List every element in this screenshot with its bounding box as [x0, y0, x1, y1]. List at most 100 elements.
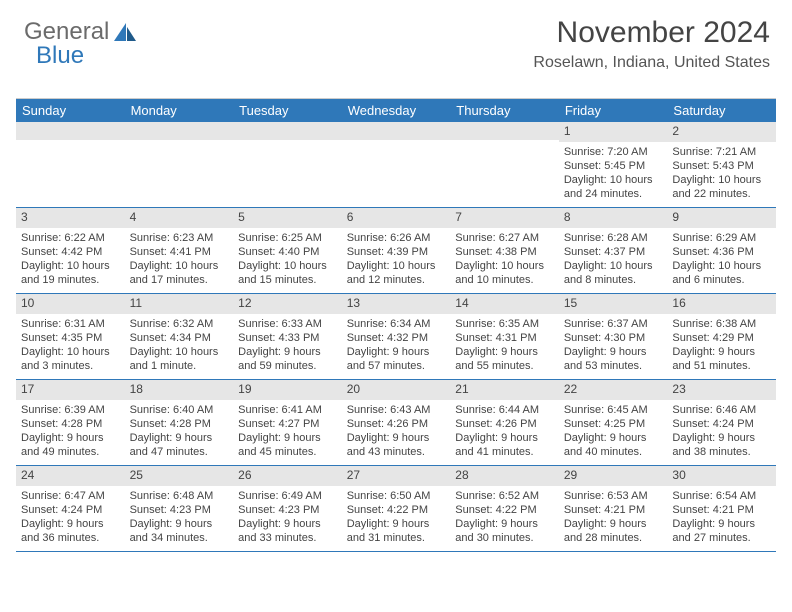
- sunset-text: Sunset: 5:43 PM: [672, 159, 771, 173]
- day-body: Sunrise: 6:26 AMSunset: 4:39 PMDaylight:…: [342, 228, 451, 293]
- day-body: Sunrise: 6:52 AMSunset: 4:22 PMDaylight:…: [450, 486, 559, 551]
- sunrise-text: Sunrise: 6:48 AM: [130, 489, 229, 503]
- sunrise-text: Sunrise: 6:45 AM: [564, 403, 663, 417]
- day-number: 6: [342, 208, 451, 228]
- sunset-text: Sunset: 4:31 PM: [455, 331, 554, 345]
- sunrise-text: Sunrise: 6:40 AM: [130, 403, 229, 417]
- day-body: Sunrise: 6:25 AMSunset: 4:40 PMDaylight:…: [233, 228, 342, 293]
- sunrise-text: Sunrise: 6:31 AM: [21, 317, 120, 331]
- sunset-text: Sunset: 4:29 PM: [672, 331, 771, 345]
- daylight-text: Daylight: 9 hours and 34 minutes.: [130, 517, 229, 546]
- daylight-text: Daylight: 9 hours and 57 minutes.: [347, 345, 446, 374]
- sunset-text: Sunset: 4:24 PM: [21, 503, 120, 517]
- calendar-cell: 1Sunrise: 7:20 AMSunset: 5:45 PMDaylight…: [559, 122, 668, 208]
- calendar-cell: 29Sunrise: 6:53 AMSunset: 4:21 PMDayligh…: [559, 466, 668, 552]
- sunrise-text: Sunrise: 6:41 AM: [238, 403, 337, 417]
- sunrise-text: Sunrise: 6:44 AM: [455, 403, 554, 417]
- day-number: 8: [559, 208, 668, 228]
- day-body: Sunrise: 6:44 AMSunset: 4:26 PMDaylight:…: [450, 400, 559, 465]
- sunrise-text: Sunrise: 6:46 AM: [672, 403, 771, 417]
- calendar-cell: 20Sunrise: 6:43 AMSunset: 4:26 PMDayligh…: [342, 380, 451, 466]
- day-body: Sunrise: 6:47 AMSunset: 4:24 PMDaylight:…: [16, 486, 125, 551]
- calendar-cell-empty: [233, 122, 342, 208]
- day-number: 3: [16, 208, 125, 228]
- day-number: 2: [667, 122, 776, 142]
- sunset-text: Sunset: 4:21 PM: [564, 503, 663, 517]
- sunset-text: Sunset: 4:26 PM: [455, 417, 554, 431]
- day-number: 28: [450, 466, 559, 486]
- sunrise-text: Sunrise: 6:52 AM: [455, 489, 554, 503]
- daylight-text: Daylight: 10 hours and 17 minutes.: [130, 259, 229, 288]
- calendar-cell: 19Sunrise: 6:41 AMSunset: 4:27 PMDayligh…: [233, 380, 342, 466]
- daylight-text: Daylight: 9 hours and 31 minutes.: [347, 517, 446, 546]
- daylight-text: Daylight: 10 hours and 3 minutes.: [21, 345, 120, 374]
- day-number: 25: [125, 466, 234, 486]
- calendar-cell: 2Sunrise: 7:21 AMSunset: 5:43 PMDaylight…: [667, 122, 776, 208]
- daylight-text: Daylight: 9 hours and 43 minutes.: [347, 431, 446, 460]
- day-body: Sunrise: 6:45 AMSunset: 4:25 PMDaylight:…: [559, 400, 668, 465]
- day-number: 19: [233, 380, 342, 400]
- calendar-cell: 27Sunrise: 6:50 AMSunset: 4:22 PMDayligh…: [342, 466, 451, 552]
- sunset-text: Sunset: 4:36 PM: [672, 245, 771, 259]
- day-body: Sunrise: 6:38 AMSunset: 4:29 PMDaylight:…: [667, 314, 776, 379]
- location-text: Roselawn, Indiana, United States: [533, 54, 770, 72]
- calendar-cell: 3Sunrise: 6:22 AMSunset: 4:42 PMDaylight…: [16, 208, 125, 294]
- calendar-cell: 15Sunrise: 6:37 AMSunset: 4:30 PMDayligh…: [559, 294, 668, 380]
- calendar-cell: 24Sunrise: 6:47 AMSunset: 4:24 PMDayligh…: [16, 466, 125, 552]
- day-body: Sunrise: 6:40 AMSunset: 4:28 PMDaylight:…: [125, 400, 234, 465]
- sunrise-text: Sunrise: 6:22 AM: [21, 231, 120, 245]
- logo-text-blue: Blue: [36, 42, 84, 70]
- day-number: 26: [233, 466, 342, 486]
- day-number: 14: [450, 294, 559, 314]
- calendar-grid: SundayMondayTuesdayWednesdayThursdayFrid…: [16, 98, 776, 552]
- header: November 2024 Roselawn, Indiana, United …: [533, 16, 770, 72]
- calendar-cell: 21Sunrise: 6:44 AMSunset: 4:26 PMDayligh…: [450, 380, 559, 466]
- calendar-cell: 22Sunrise: 6:45 AMSunset: 4:25 PMDayligh…: [559, 380, 668, 466]
- sunrise-text: Sunrise: 6:32 AM: [130, 317, 229, 331]
- day-number: 13: [342, 294, 451, 314]
- daylight-text: Daylight: 9 hours and 45 minutes.: [238, 431, 337, 460]
- daylight-text: Daylight: 9 hours and 41 minutes.: [455, 431, 554, 460]
- day-body: Sunrise: 7:21 AMSunset: 5:43 PMDaylight:…: [667, 142, 776, 207]
- daylight-text: Daylight: 10 hours and 22 minutes.: [672, 173, 771, 202]
- sunrise-text: Sunrise: 6:39 AM: [21, 403, 120, 417]
- sunrise-text: Sunrise: 6:54 AM: [672, 489, 771, 503]
- calendar-cell: 16Sunrise: 6:38 AMSunset: 4:29 PMDayligh…: [667, 294, 776, 380]
- sunset-text: Sunset: 4:37 PM: [564, 245, 663, 259]
- sunrise-text: Sunrise: 6:26 AM: [347, 231, 446, 245]
- sunset-text: Sunset: 4:23 PM: [238, 503, 337, 517]
- day-number: 10: [16, 294, 125, 314]
- day-body: Sunrise: 6:23 AMSunset: 4:41 PMDaylight:…: [125, 228, 234, 293]
- calendar-cell: 4Sunrise: 6:23 AMSunset: 4:41 PMDaylight…: [125, 208, 234, 294]
- day-number: [342, 122, 451, 140]
- sunrise-text: Sunrise: 6:28 AM: [564, 231, 663, 245]
- sunset-text: Sunset: 4:41 PM: [130, 245, 229, 259]
- calendar-cell-empty: [342, 122, 451, 208]
- daylight-text: Daylight: 9 hours and 30 minutes.: [455, 517, 554, 546]
- day-number: 16: [667, 294, 776, 314]
- daylight-text: Daylight: 9 hours and 51 minutes.: [672, 345, 771, 374]
- sunset-text: Sunset: 4:28 PM: [21, 417, 120, 431]
- day-body: Sunrise: 6:27 AMSunset: 4:38 PMDaylight:…: [450, 228, 559, 293]
- day-body: Sunrise: 6:34 AMSunset: 4:32 PMDaylight:…: [342, 314, 451, 379]
- day-body: Sunrise: 6:53 AMSunset: 4:21 PMDaylight:…: [559, 486, 668, 551]
- sunrise-text: Sunrise: 6:35 AM: [455, 317, 554, 331]
- daylight-text: Daylight: 9 hours and 36 minutes.: [21, 517, 120, 546]
- daylight-text: Daylight: 10 hours and 8 minutes.: [564, 259, 663, 288]
- sunset-text: Sunset: 4:35 PM: [21, 331, 120, 345]
- page-title: November 2024: [533, 16, 770, 50]
- day-of-week-header: Tuesday: [233, 99, 342, 122]
- sunrise-text: Sunrise: 6:34 AM: [347, 317, 446, 331]
- day-body: Sunrise: 6:50 AMSunset: 4:22 PMDaylight:…: [342, 486, 451, 551]
- daylight-text: Daylight: 9 hours and 49 minutes.: [21, 431, 120, 460]
- sunset-text: Sunset: 4:28 PM: [130, 417, 229, 431]
- day-body: Sunrise: 6:32 AMSunset: 4:34 PMDaylight:…: [125, 314, 234, 379]
- day-of-week-header: Thursday: [450, 99, 559, 122]
- sunset-text: Sunset: 4:40 PM: [238, 245, 337, 259]
- sunrise-text: Sunrise: 7:21 AM: [672, 145, 771, 159]
- day-body: Sunrise: 6:33 AMSunset: 4:33 PMDaylight:…: [233, 314, 342, 379]
- calendar-cell: 13Sunrise: 6:34 AMSunset: 4:32 PMDayligh…: [342, 294, 451, 380]
- sunset-text: Sunset: 4:39 PM: [347, 245, 446, 259]
- day-body: Sunrise: 6:39 AMSunset: 4:28 PMDaylight:…: [16, 400, 125, 465]
- day-body: Sunrise: 6:31 AMSunset: 4:35 PMDaylight:…: [16, 314, 125, 379]
